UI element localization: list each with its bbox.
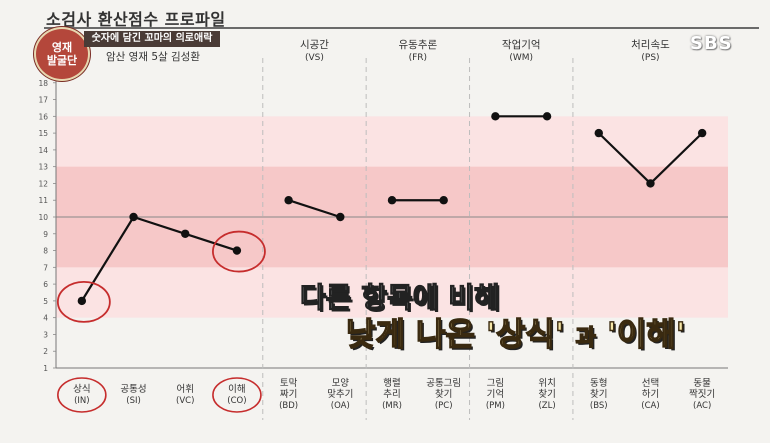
data-point — [491, 112, 500, 121]
caption-line2-part1: 낮게 나온 '상식' — [345, 314, 565, 353]
series-segment — [598, 132, 652, 185]
data-point — [439, 196, 448, 205]
caption-line2-part3: '이해' — [606, 314, 686, 353]
data-point — [336, 212, 345, 222]
y-tick-label: 10 — [38, 213, 48, 222]
group-abbr: (PS) — [641, 53, 659, 63]
x-tick-code: (ZL) — [538, 401, 555, 411]
label-highlight-circle — [212, 377, 262, 413]
x-tick-label: 행렬 — [383, 377, 400, 389]
y-tick-label: 1 — [43, 364, 48, 373]
y-tick-label: 11 — [38, 196, 48, 205]
x-tick-code: (BD) — [279, 401, 298, 411]
x-tick-code: (MR) — [382, 401, 402, 411]
x-tick-label: 동물 — [693, 378, 711, 389]
x-tick-label: 공통성 — [120, 384, 146, 395]
group-abbr: (WM) — [509, 53, 533, 63]
data-point — [542, 112, 552, 121]
x-tick-label: 찾기 — [538, 389, 555, 400]
series-segment — [80, 216, 135, 302]
x-tick-code: (OA) — [331, 401, 350, 411]
data-point — [129, 212, 138, 222]
x-tick-label: 찾기 — [435, 389, 452, 400]
group-abbr: (FR) — [409, 53, 427, 63]
data-point — [594, 128, 603, 138]
child-subtitle: 암산 영재 5살 김성환 — [106, 51, 200, 63]
x-tick-label: 추리 — [383, 389, 400, 400]
caption-line1: 다른 항목에 비해 — [299, 280, 500, 314]
x-tick-label: 공통그림 — [426, 377, 461, 389]
data-point — [697, 128, 707, 138]
x-tick-label: 이해 — [228, 383, 245, 395]
badge-line2: 발굴단 — [46, 54, 78, 67]
y-tick-label: 4 — [43, 314, 48, 323]
x-tick-label: 토막 — [280, 378, 298, 389]
x-tick-label: 그림 — [487, 377, 504, 389]
y-tick-label: 7 — [43, 263, 48, 272]
x-tick-label: 모양 — [332, 378, 350, 389]
caption-line2: 낮게 나온 '상식' 과 '이해' — [345, 309, 686, 355]
x-tick-label: 기억 — [487, 388, 504, 400]
label-highlight-circle — [57, 377, 107, 413]
x-tick-code: (PC) — [435, 401, 453, 411]
data-point — [284, 196, 293, 205]
x-tick-label: 어휘 — [176, 384, 193, 395]
y-tick-label: 2 — [43, 347, 48, 356]
data-point — [181, 229, 190, 238]
y-tick-label: 12 — [38, 179, 48, 188]
y-tick-label: 18 — [38, 79, 48, 88]
group-name: 작업기억 — [502, 38, 541, 51]
x-tick-label: 맞추기 — [327, 388, 353, 400]
x-tick-code: (VC) — [176, 396, 194, 406]
y-tick-label: 13 — [38, 163, 48, 172]
program-badge-logo: 영재 발굴단 — [34, 27, 90, 81]
x-tick-label: 동형 — [590, 378, 607, 389]
x-tick-label: 짝짓기 — [689, 389, 715, 400]
x-tick-code: (BS) — [590, 401, 608, 411]
channel-logo: SBS — [690, 33, 733, 54]
y-tick-label: 17 — [38, 96, 48, 105]
x-tick-label: 짜기 — [280, 389, 297, 400]
x-tick-label: 위치 — [538, 377, 555, 389]
badge-line1: 영재 — [51, 41, 73, 54]
series-segment — [133, 215, 186, 235]
highlight-circle — [56, 280, 111, 323]
x-tick-label: 선택 — [642, 378, 659, 389]
x-tick-code: (AC) — [693, 401, 711, 411]
y-tick-label: 8 — [43, 247, 48, 256]
x-tick-code: (IN) — [74, 396, 90, 406]
title-divider — [44, 27, 759, 29]
x-tick-label: 상식 — [73, 384, 90, 395]
series-segment — [184, 232, 238, 252]
x-tick-code: (CO) — [227, 396, 246, 406]
episode-banner: 숫자에 담긴 꼬마의 의로애락 — [84, 31, 220, 47]
x-tick-label: 찾기 — [590, 389, 607, 400]
caption-line2-part2: 과 — [575, 325, 597, 351]
group-name: 시공간 — [300, 39, 329, 51]
data-point — [387, 196, 397, 205]
group-name: 처리속도 — [631, 39, 670, 51]
data-point — [232, 246, 242, 255]
y-tick-label: 3 — [43, 330, 48, 339]
x-tick-label: 하기 — [642, 388, 659, 400]
x-tick-code: (CA) — [641, 401, 659, 411]
x-tick-code: (PM) — [486, 401, 505, 411]
y-tick-label: 16 — [38, 112, 48, 121]
data-point — [77, 296, 87, 306]
y-tick-label: 6 — [43, 280, 48, 289]
data-point — [646, 179, 655, 188]
group-name: 유동추론 — [399, 39, 438, 51]
series-segment — [649, 132, 703, 185]
x-tick-code: (SI) — [126, 396, 141, 406]
group-abbr: (VS) — [305, 53, 324, 63]
y-tick-label: 15 — [38, 129, 48, 138]
chart-title: 소검사 환산점수 프로파일 — [46, 10, 226, 29]
series-segment — [288, 199, 341, 219]
y-tick-label: 5 — [43, 297, 48, 306]
y-tick-label: 9 — [43, 230, 48, 239]
highlight-circle — [212, 230, 266, 273]
y-tick-label: 14 — [38, 146, 48, 155]
